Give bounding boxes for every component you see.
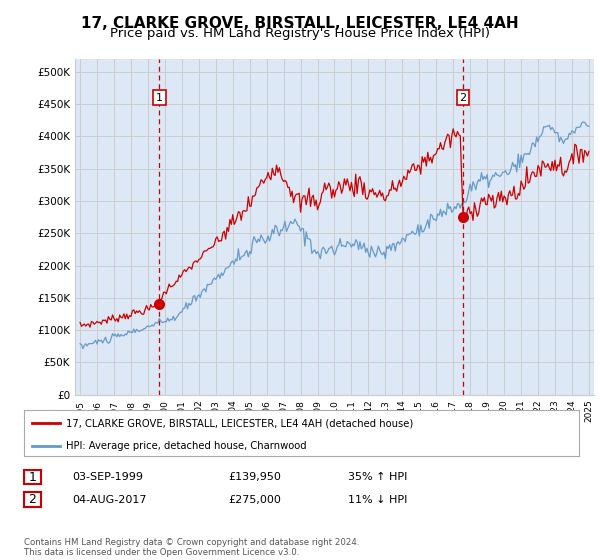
Text: 03-SEP-1999: 03-SEP-1999	[72, 472, 143, 482]
Text: Price paid vs. HM Land Registry's House Price Index (HPI): Price paid vs. HM Land Registry's House …	[110, 27, 490, 40]
Text: HPI: Average price, detached house, Charnwood: HPI: Average price, detached house, Char…	[65, 441, 306, 451]
Text: 17, CLARKE GROVE, BIRSTALL, LEICESTER, LE4 4AH: 17, CLARKE GROVE, BIRSTALL, LEICESTER, L…	[81, 16, 519, 31]
Text: 17, CLARKE GROVE, BIRSTALL, LEICESTER, LE4 4AH (detached house): 17, CLARKE GROVE, BIRSTALL, LEICESTER, L…	[65, 418, 413, 428]
Text: 1: 1	[156, 92, 163, 102]
Text: 35% ↑ HPI: 35% ↑ HPI	[348, 472, 407, 482]
Text: 2: 2	[460, 92, 467, 102]
Text: £139,950: £139,950	[228, 472, 281, 482]
Text: 11% ↓ HPI: 11% ↓ HPI	[348, 494, 407, 505]
Text: Contains HM Land Registry data © Crown copyright and database right 2024.
This d: Contains HM Land Registry data © Crown c…	[24, 538, 359, 557]
Text: £275,000: £275,000	[228, 494, 281, 505]
Text: 2: 2	[28, 493, 37, 506]
Text: 1: 1	[28, 470, 37, 484]
Text: 04-AUG-2017: 04-AUG-2017	[72, 494, 146, 505]
